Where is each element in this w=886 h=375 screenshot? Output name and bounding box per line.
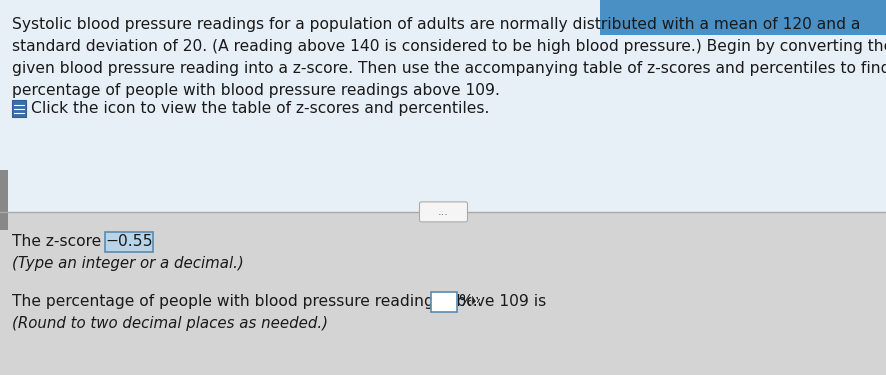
Bar — [599, 0, 886, 35]
FancyBboxPatch shape — [105, 232, 153, 252]
Bar — [0, 170, 8, 230]
Text: (Type an integer or a decimal.): (Type an integer or a decimal.) — [12, 256, 244, 272]
Text: standard deviation of 20. (A reading above 140 is considered to be high blood pr: standard deviation of 20. (A reading abo… — [12, 39, 886, 54]
Bar — [0, 212, 886, 375]
Bar — [0, 0, 886, 212]
FancyBboxPatch shape — [12, 100, 26, 117]
Text: percentage of people with blood pressure readings above 109.: percentage of people with blood pressure… — [12, 83, 500, 98]
Text: The percentage of people with blood pressure readings above 109 is: The percentage of people with blood pres… — [12, 294, 546, 309]
FancyBboxPatch shape — [419, 202, 467, 222]
Polygon shape — [471, 294, 480, 306]
Text: given blood pressure reading into a z-score. Then use the accompanying table of : given blood pressure reading into a z-sc… — [12, 61, 886, 76]
Text: The z-score is: The z-score is — [12, 234, 123, 249]
Text: Click the icon to view the table of z-scores and percentiles.: Click the icon to view the table of z-sc… — [31, 102, 489, 117]
Text: (Round to two decimal places as needed.): (Round to two decimal places as needed.) — [12, 316, 328, 332]
FancyBboxPatch shape — [431, 292, 456, 312]
Text: −0.55: −0.55 — [105, 234, 153, 249]
Text: Systolic blood pressure readings for a population of adults are normally distrib: Systolic blood pressure readings for a p… — [12, 17, 859, 32]
Text: ...: ... — [438, 207, 448, 217]
Text: %.: %. — [457, 294, 477, 309]
